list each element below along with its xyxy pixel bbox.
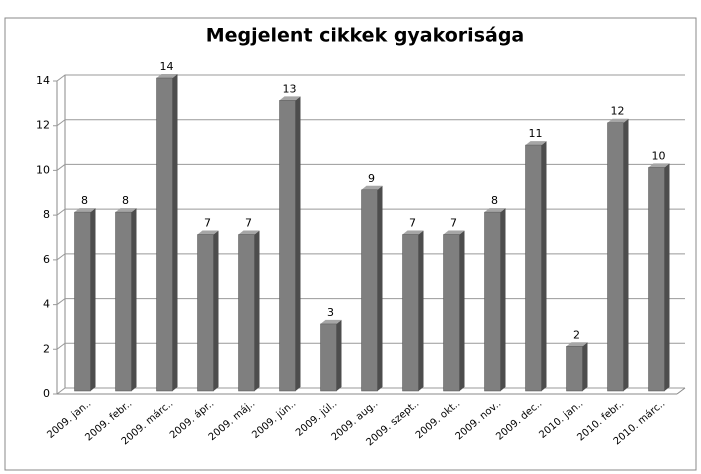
- bar-top: [74, 208, 96, 213]
- y-tick-label: 4: [43, 298, 50, 311]
- bar: [320, 323, 337, 392]
- data-label: 7: [245, 217, 252, 230]
- bar-top: [566, 342, 588, 347]
- bar: [238, 234, 255, 392]
- bar-side: [623, 118, 629, 391]
- bar-side: [377, 185, 383, 391]
- data-label: 13: [283, 82, 297, 95]
- bar-side: [254, 230, 260, 391]
- y-tick-label: 8: [43, 208, 50, 221]
- bar: [525, 144, 542, 392]
- bar: [115, 211, 132, 392]
- bar-top: [484, 208, 506, 213]
- bar-top: [197, 230, 219, 235]
- data-label: 7: [409, 217, 416, 230]
- data-label: 12: [611, 105, 625, 118]
- bar-top: [238, 230, 260, 235]
- bar-top: [115, 208, 137, 213]
- bar: [402, 234, 419, 392]
- bar: [607, 122, 624, 392]
- bar-side: [418, 230, 424, 391]
- bar-side: [90, 208, 96, 391]
- bar: [197, 234, 214, 392]
- bar-side: [664, 163, 670, 391]
- grid-line: [53, 74, 685, 82]
- data-label: 7: [450, 217, 457, 230]
- bar-top: [648, 163, 670, 168]
- chart-title: Megjelent cikkek gyakorisága: [206, 25, 525, 47]
- bar-top: [443, 230, 465, 235]
- bar: [74, 211, 91, 392]
- bar-side: [582, 342, 588, 391]
- bar: [443, 234, 460, 392]
- bar-side: [213, 230, 219, 391]
- bar: [361, 189, 378, 392]
- bar-side: [459, 230, 465, 391]
- bar-top: [279, 96, 301, 101]
- bar-side: [295, 96, 301, 391]
- data-label: 11: [529, 127, 543, 140]
- data-label: 9: [368, 172, 375, 185]
- bar-side: [336, 319, 342, 391]
- data-label: 7: [204, 217, 211, 230]
- bar: [156, 77, 173, 392]
- bar: [566, 346, 583, 392]
- bar-top: [156, 74, 178, 78]
- y-tick-label: 10: [36, 163, 50, 176]
- data-label: 10: [652, 149, 666, 162]
- data-label: 3: [327, 306, 334, 319]
- bar-top: [607, 118, 629, 123]
- bar-top: [320, 319, 342, 324]
- chart-frame: [4, 17, 697, 471]
- data-label: 14: [160, 60, 174, 73]
- data-label: 2: [573, 328, 580, 341]
- x-axis-right: [676, 387, 686, 395]
- y-tick-label: 2: [43, 342, 50, 355]
- y-tick-label: 12: [36, 119, 50, 132]
- data-label: 8: [81, 194, 88, 207]
- bar-side: [541, 141, 547, 391]
- data-label: 8: [122, 194, 129, 207]
- bar-top: [525, 141, 547, 146]
- bar-top: [402, 230, 424, 235]
- bar-side: [500, 208, 506, 391]
- grid-line: [53, 163, 685, 171]
- bar: [648, 167, 665, 392]
- y-tick-label: 0: [43, 387, 50, 400]
- y-tick-label: 14: [36, 74, 50, 87]
- bar: [279, 100, 296, 392]
- bar-side: [131, 208, 137, 391]
- y-tick-label: 6: [43, 253, 50, 266]
- bar: [484, 211, 501, 392]
- data-label: 8: [491, 194, 498, 207]
- bar-side: [172, 74, 178, 391]
- bar-top: [361, 185, 383, 190]
- grid-line: [53, 119, 685, 127]
